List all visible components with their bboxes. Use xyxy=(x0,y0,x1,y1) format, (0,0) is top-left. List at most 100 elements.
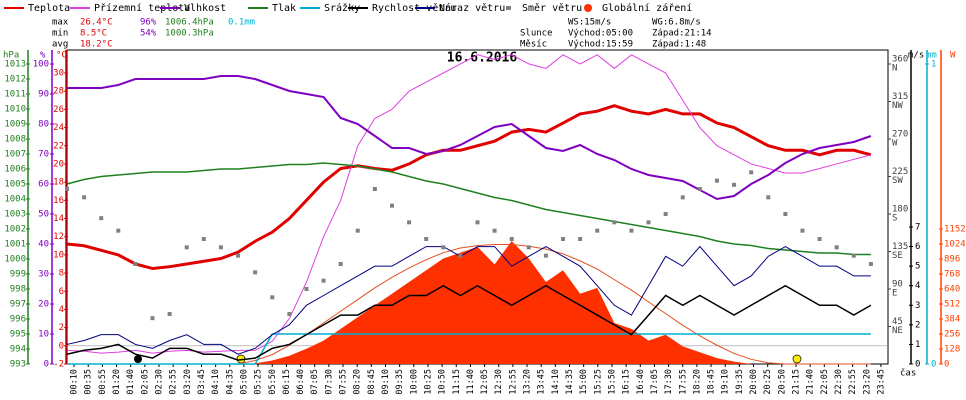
astro-rise: Východ:05:00 xyxy=(568,29,633,39)
y-tick-label: N xyxy=(892,64,897,74)
series-line xyxy=(67,333,871,365)
x-tick-label: 14:35 xyxy=(565,369,575,395)
y-tick-label: 1002 xyxy=(4,225,26,235)
y-tick-label: 0 xyxy=(59,341,64,351)
x-tick-label: 00:35 xyxy=(84,369,94,395)
direction-point xyxy=(851,253,856,258)
chart-title: 16.6.2016 xyxy=(447,51,518,66)
y-tick-label: 24 xyxy=(53,123,64,133)
direction-point xyxy=(612,220,617,225)
direction-point xyxy=(65,187,69,191)
y-tick-label: 1004 xyxy=(4,195,26,205)
direction-point xyxy=(441,245,446,250)
x-tick-label: 17:30 xyxy=(664,369,674,395)
direction-point xyxy=(253,270,258,275)
y-tick-label: 10 xyxy=(53,250,64,260)
y-tick-label: 360 xyxy=(892,55,908,65)
direction-point xyxy=(270,295,275,300)
y-tick-label: 8 xyxy=(59,269,64,279)
direction-point xyxy=(236,253,241,258)
y-tick-label: 640 xyxy=(944,285,960,295)
x-tick-label: 06:15 xyxy=(282,369,292,395)
y-tick-label: 10 xyxy=(38,330,49,340)
y-tick-label: 0 xyxy=(931,360,936,370)
x-tick-label: 12:05 xyxy=(480,369,490,395)
direction-point xyxy=(321,278,326,283)
radiation-area xyxy=(67,240,871,364)
y-tick-label: 1000 xyxy=(4,255,26,265)
legend-label: Náraz větru xyxy=(439,2,505,14)
legend-label: Směr větru xyxy=(522,2,582,14)
y-tick-label: 225 xyxy=(892,167,908,177)
direction-point xyxy=(287,312,292,316)
y-tick-label: 384 xyxy=(944,315,960,325)
y-tick-label: 1 xyxy=(931,60,936,70)
y-tick-label: 2 xyxy=(59,323,64,333)
stat-value: 0.1mm xyxy=(228,18,255,28)
y-tick-label: NE xyxy=(892,326,903,336)
x-tick-label: 08:45 xyxy=(367,369,377,395)
y-tick-label: 16 xyxy=(53,196,64,206)
x-tick-label: 17:55 xyxy=(678,369,688,395)
axis-unit: % xyxy=(40,51,46,61)
x-tick-label: 01:20 xyxy=(112,369,122,395)
sunset-marker xyxy=(792,354,802,364)
y-tick-label: 18 xyxy=(53,178,64,188)
direction-point xyxy=(509,237,514,241)
y-tick-label: 995 xyxy=(10,330,26,340)
x-tick-label: 19:10 xyxy=(721,369,731,395)
direction-point xyxy=(680,195,685,200)
x-tick-label: 06:40 xyxy=(296,369,306,395)
y-tick-label: 30 xyxy=(38,270,49,280)
y-tick-label: 90 xyxy=(892,280,903,290)
y-tick-label: 20 xyxy=(38,300,49,310)
x-tick-label: 02:30 xyxy=(155,369,165,395)
direction-point xyxy=(201,237,206,241)
y-tick-label: SW xyxy=(892,176,903,186)
direction-point xyxy=(424,237,429,241)
y-tick-label: 0 xyxy=(915,360,920,370)
direction-point xyxy=(82,195,87,200)
x-tick-label: 02:55 xyxy=(169,369,179,395)
y-tick-label: 512 xyxy=(944,300,960,310)
direction-point xyxy=(817,237,822,241)
stat-value: 96% xyxy=(140,18,157,28)
direction-point xyxy=(526,245,531,250)
x-tick-label: 16:15 xyxy=(622,369,632,395)
x-tick-label: 12:55 xyxy=(508,369,518,395)
moonset-marker xyxy=(134,355,142,363)
y-tick-label: 7 xyxy=(915,223,920,233)
y-tick-label: 1013 xyxy=(4,60,26,70)
x-tick-label: 10:00 xyxy=(409,369,419,395)
series-line xyxy=(66,104,872,271)
stat-value: 1006.4hPa xyxy=(165,18,214,28)
axis-unit: hPa xyxy=(3,51,19,61)
y-tick-label: 28 xyxy=(53,87,64,97)
y-tick-label: 3 xyxy=(915,301,920,311)
series-line xyxy=(66,54,872,354)
y-tick-label: 14 xyxy=(53,214,64,224)
direction-point xyxy=(714,178,719,183)
direction-point xyxy=(561,237,566,241)
y-tick-label: -2 xyxy=(53,360,64,370)
y-tick-label: 1007 xyxy=(4,150,26,160)
direction-point xyxy=(732,182,737,187)
legend-label: Rychlost větru xyxy=(372,2,456,14)
y-tick-label: 50 xyxy=(38,210,49,220)
y-tick-label: 60 xyxy=(38,180,49,190)
legend-label: Přízemní teplota xyxy=(94,2,190,14)
y-tick-label: 4 xyxy=(59,305,64,315)
series-line xyxy=(66,162,871,256)
legend-label: Vlhkost xyxy=(184,3,226,14)
x-tick-label: 10:25 xyxy=(423,369,433,395)
x-tick-label: 03:20 xyxy=(183,369,193,395)
y-tick-label: 1152 xyxy=(944,225,966,235)
direction-point xyxy=(407,220,412,225)
x-tick-label: 01:40 xyxy=(126,369,136,395)
direction-point xyxy=(389,203,394,208)
axis-unit: mm xyxy=(926,51,937,61)
direction-point xyxy=(492,228,497,233)
y-tick-label: 993 xyxy=(10,360,26,370)
y-tick-label: 70 xyxy=(38,150,49,160)
